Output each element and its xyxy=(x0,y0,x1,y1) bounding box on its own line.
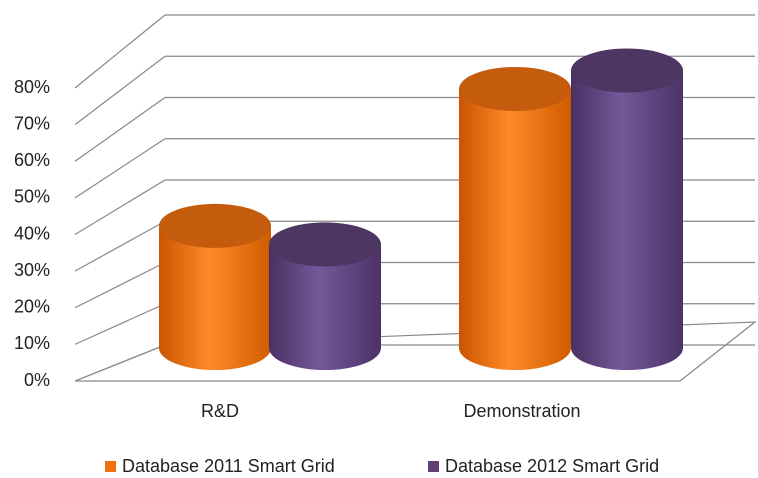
grid-line xyxy=(74,344,166,382)
x-tick-label: R&D xyxy=(201,401,239,421)
y-tick-label: 50% xyxy=(14,187,50,207)
grid-line xyxy=(74,55,166,126)
grid-line xyxy=(74,261,166,309)
bar-top xyxy=(459,67,571,111)
y-tick-label: 80% xyxy=(14,77,50,97)
bar xyxy=(269,244,381,370)
bar-top xyxy=(571,48,683,93)
y-tick-label: 0% xyxy=(24,370,50,390)
legend-label: Database 2012 Smart Grid xyxy=(445,456,659,476)
grid-line xyxy=(74,97,166,162)
y-tick-label: 70% xyxy=(14,113,50,133)
grid-line xyxy=(74,138,166,199)
grid-line xyxy=(74,14,166,89)
bar xyxy=(459,89,571,370)
y-tick-label: 10% xyxy=(14,333,50,353)
y-tick-label: 20% xyxy=(14,297,50,317)
bar-top xyxy=(269,222,381,267)
grid-line xyxy=(74,179,166,236)
bar xyxy=(159,225,271,370)
bar-top xyxy=(159,203,271,248)
x-tick-label: Demonstration xyxy=(463,401,580,421)
y-tick-label: 60% xyxy=(14,150,50,170)
y-tick-label: 30% xyxy=(14,260,50,280)
bar xyxy=(571,70,683,370)
legend-swatch xyxy=(428,461,439,472)
legend-label: Database 2011 Smart Grid xyxy=(122,456,335,476)
grid-line xyxy=(74,303,166,345)
grid-line xyxy=(74,220,166,272)
legend-swatch xyxy=(105,461,116,472)
y-tick-label: 40% xyxy=(14,223,50,243)
